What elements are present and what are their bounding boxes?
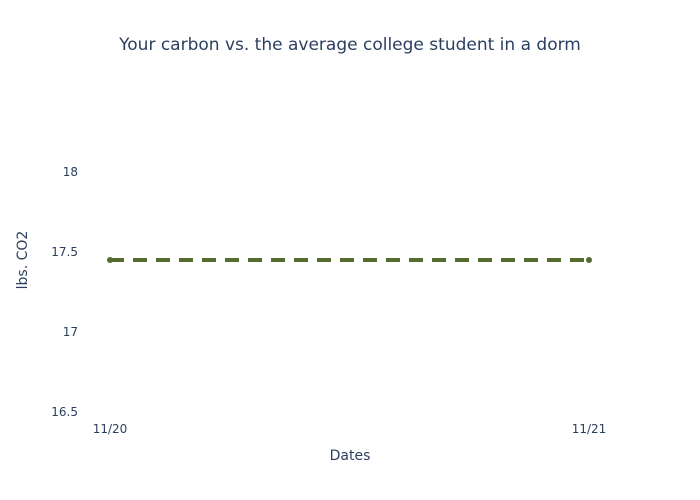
x-axis-title: Dates — [330, 448, 371, 464]
y-axis-title: lbs. CO2 — [15, 231, 31, 290]
data-point — [107, 257, 113, 263]
series-layer — [107, 257, 592, 263]
y-tick-label: 16.5 — [51, 405, 78, 419]
y-tick-label: 17.5 — [51, 245, 78, 259]
y-tick-label: 17 — [63, 325, 78, 339]
y-axis-ticks: 16.5 17 17.5 18 — [51, 165, 78, 419]
x-tick-label: 11/21 — [572, 422, 607, 436]
y-tick-label: 18 — [63, 165, 78, 179]
chart-title: Your carbon vs. the average college stud… — [118, 35, 581, 55]
x-tick-label: 11/20 — [93, 422, 128, 436]
data-point — [586, 257, 592, 263]
x-axis-ticks: 11/20 11/21 — [93, 422, 607, 436]
